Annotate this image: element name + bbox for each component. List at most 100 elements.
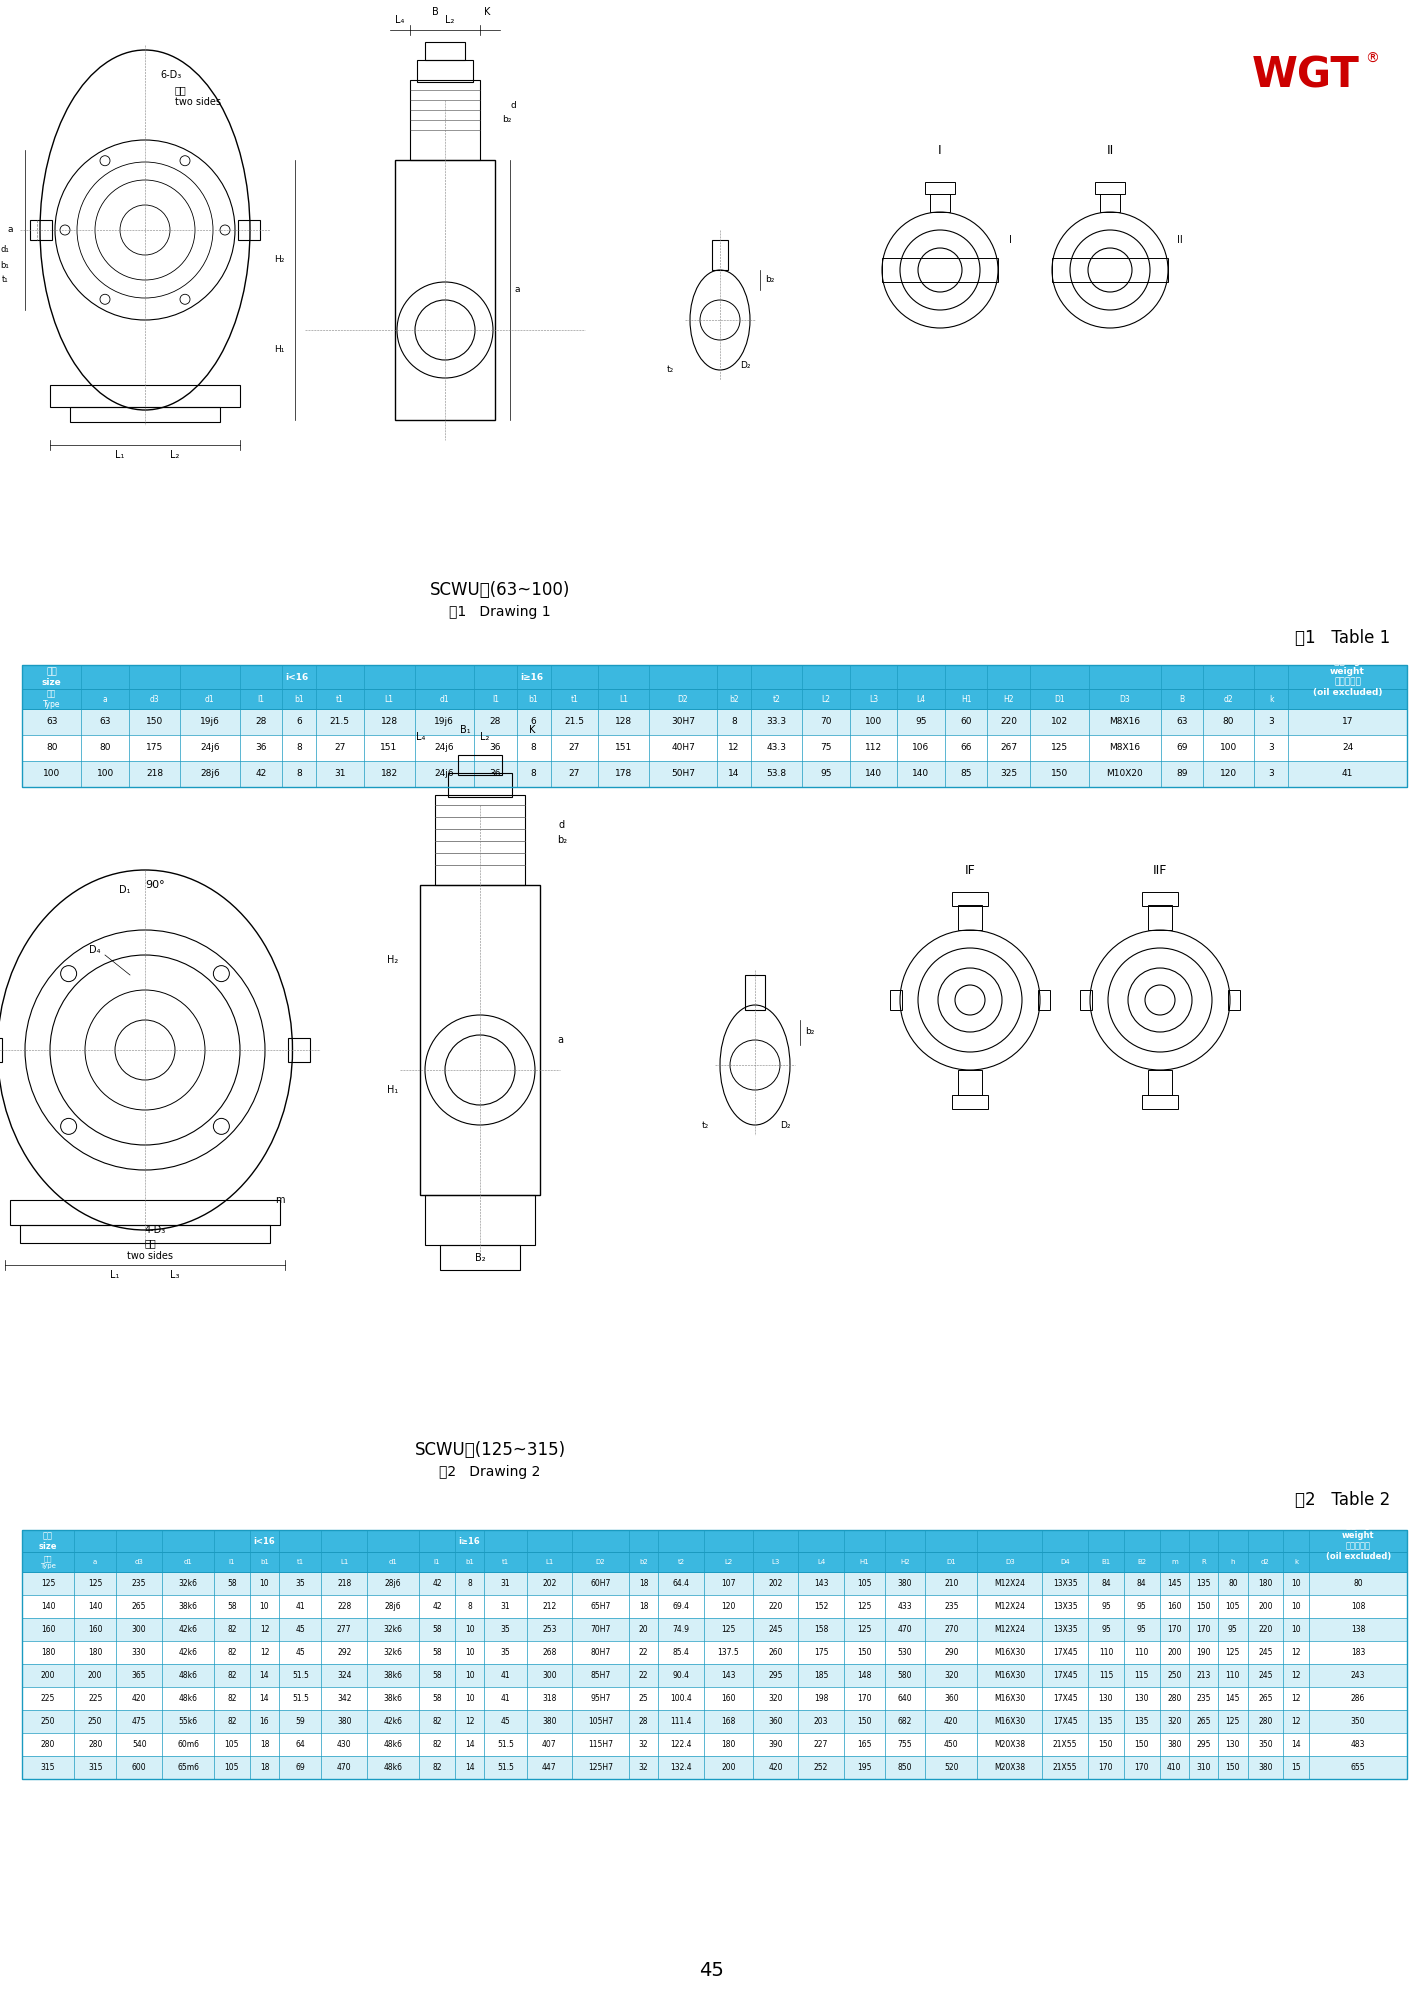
Text: IIF: IIF (1153, 864, 1167, 876)
Text: 45: 45 (295, 1648, 305, 1656)
Text: d1: d1 (205, 694, 215, 704)
Text: 295: 295 (768, 1672, 782, 1680)
Text: 85: 85 (960, 770, 972, 778)
Text: 280: 280 (41, 1740, 56, 1748)
Text: t₁: t₁ (1, 276, 9, 284)
Bar (1149, 1070, 1171, 1096)
Text: 160: 160 (88, 1624, 103, 1634)
Bar (238, 220, 259, 240)
Text: 图2   Drawing 2: 图2 Drawing 2 (439, 1464, 540, 1480)
Text: d3: d3 (135, 1560, 144, 1564)
Text: SCWU型(125~315): SCWU型(125~315) (415, 1440, 566, 1460)
Text: 19j6: 19j6 (200, 718, 219, 726)
Bar (288, 1038, 311, 1062)
Text: 14: 14 (259, 1672, 269, 1680)
Bar (21, 1530, 1406, 1780)
Bar (931, 194, 950, 212)
Text: 280: 280 (1167, 1694, 1181, 1704)
Text: 41: 41 (295, 1602, 305, 1612)
Text: 138: 138 (1351, 1624, 1365, 1634)
Text: 型号
Type: 型号 Type (40, 1556, 56, 1568)
Text: 105: 105 (856, 1580, 872, 1588)
Bar (425, 1194, 534, 1244)
Text: 3: 3 (1268, 770, 1274, 778)
Text: 18: 18 (259, 1740, 269, 1748)
Text: 250: 250 (88, 1716, 103, 1726)
Text: B1: B1 (1102, 1560, 1110, 1564)
Text: 110: 110 (1134, 1648, 1149, 1656)
Bar (447, 772, 512, 796)
Text: 28: 28 (638, 1716, 648, 1726)
Text: 36: 36 (490, 770, 502, 778)
Text: 40H7: 40H7 (671, 744, 695, 752)
Text: 10: 10 (259, 1602, 269, 1612)
Text: M16X30: M16X30 (995, 1716, 1026, 1726)
Text: 42: 42 (255, 770, 266, 778)
Text: 150: 150 (1134, 1740, 1149, 1748)
Bar (1037, 990, 1050, 1010)
Text: 655: 655 (1351, 1764, 1365, 1772)
Text: L₂: L₂ (171, 450, 180, 460)
Text: 两侧: 两侧 (144, 1238, 155, 1248)
Text: 315: 315 (41, 1764, 56, 1772)
Text: 265: 265 (1258, 1694, 1273, 1704)
Text: 41: 41 (500, 1672, 510, 1680)
Bar (21, 664, 1406, 710)
Text: k: k (1268, 694, 1274, 704)
Text: L1: L1 (341, 1560, 349, 1564)
Text: 10: 10 (465, 1694, 475, 1704)
Text: 8: 8 (530, 770, 536, 778)
Text: 42: 42 (432, 1580, 442, 1588)
Text: 27: 27 (569, 770, 580, 778)
Text: 14: 14 (465, 1740, 475, 1748)
Text: 143: 143 (721, 1672, 735, 1680)
Text: 140: 140 (41, 1602, 56, 1612)
Text: 82: 82 (227, 1624, 237, 1634)
Text: 15: 15 (1291, 1764, 1301, 1772)
Text: 尺寸
size: 尺寸 size (38, 1532, 57, 1550)
Text: 150: 150 (1050, 770, 1069, 778)
Text: 24: 24 (1342, 744, 1354, 752)
Text: L₂: L₂ (445, 14, 455, 24)
Text: 220: 220 (1258, 1624, 1273, 1634)
Text: L1: L1 (385, 694, 393, 704)
Text: 8: 8 (467, 1602, 472, 1612)
Text: 17X45: 17X45 (1053, 1672, 1077, 1680)
Text: 60H7: 60H7 (590, 1580, 611, 1588)
Bar (435, 794, 524, 884)
Bar (0, 1038, 1, 1062)
Bar (21, 664, 1406, 786)
Text: 35: 35 (295, 1580, 305, 1588)
Text: h: h (1231, 1560, 1235, 1564)
Text: l1: l1 (228, 1560, 235, 1564)
Text: 28j6: 28j6 (200, 770, 219, 778)
Text: 31: 31 (500, 1602, 510, 1612)
Text: 66: 66 (960, 744, 972, 752)
Text: b₂: b₂ (805, 1028, 815, 1036)
Text: 30H7: 30H7 (671, 718, 695, 726)
Bar (952, 1096, 988, 1108)
Text: I: I (938, 144, 942, 156)
Text: B₁: B₁ (460, 724, 470, 734)
Text: B₂: B₂ (475, 1252, 486, 1264)
Bar (952, 892, 988, 906)
Text: m: m (1171, 1560, 1177, 1564)
Text: 20: 20 (638, 1624, 648, 1634)
Text: 58: 58 (432, 1648, 442, 1656)
Text: 227: 227 (814, 1740, 828, 1748)
Text: 330: 330 (133, 1648, 147, 1656)
Text: L₂: L₂ (480, 732, 490, 742)
Bar (891, 990, 902, 1010)
Text: 6-D₃: 6-D₃ (160, 70, 181, 80)
Text: i<16: i<16 (285, 672, 309, 682)
Text: 32k6: 32k6 (383, 1648, 403, 1656)
Text: 137.5: 137.5 (717, 1648, 740, 1656)
Text: 125: 125 (856, 1624, 872, 1634)
Text: 135: 135 (1134, 1716, 1149, 1726)
Text: 4-D₃: 4-D₃ (144, 1224, 165, 1234)
Text: M16X30: M16X30 (995, 1648, 1026, 1656)
Text: M8X16: M8X16 (1109, 744, 1140, 752)
Text: 100.4: 100.4 (670, 1694, 693, 1704)
Text: M12X24: M12X24 (995, 1602, 1026, 1612)
Text: II: II (1177, 234, 1183, 244)
